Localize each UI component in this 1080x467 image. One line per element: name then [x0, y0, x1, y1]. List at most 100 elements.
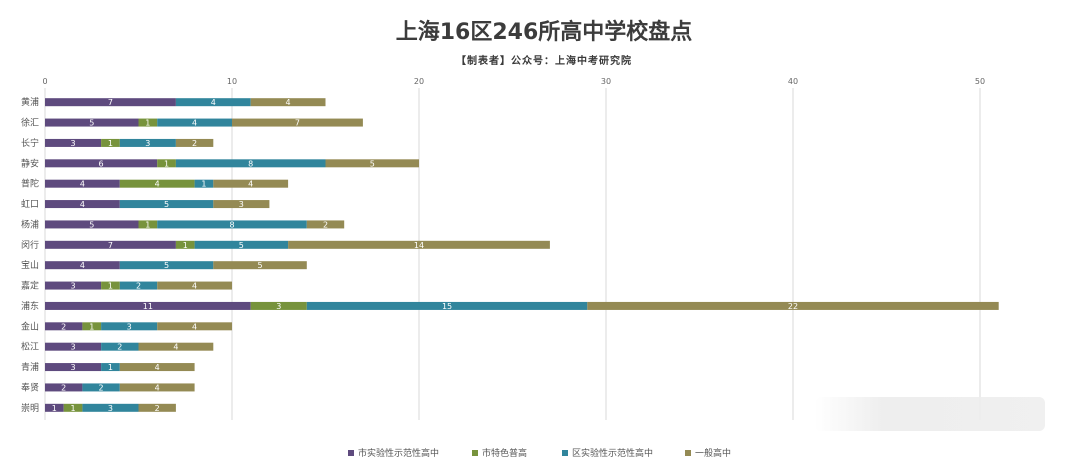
bar-segment: [157, 159, 176, 168]
bar-segment: [45, 200, 120, 209]
data-label: 2: [323, 220, 328, 229]
bar-segment: [119, 179, 195, 188]
bar-segment: [213, 179, 289, 188]
data-label: 4: [155, 383, 160, 392]
data-label: 3: [71, 363, 76, 372]
data-label: 4: [80, 180, 85, 189]
bar-segment: [175, 98, 251, 107]
bar-segment: [288, 240, 550, 249]
bar-segment: [45, 261, 120, 270]
data-label: 4: [173, 343, 178, 352]
bar-segment: [138, 403, 176, 412]
chart-subtitle: 【制表者】公众号：上海中考研究院: [456, 56, 632, 67]
y-category-label: 宝山: [21, 259, 39, 271]
legend-swatch: [472, 449, 478, 456]
bar-segment: [82, 383, 120, 392]
data-labels: 7 4 45 1 4 73 1 3 26 1 8 54 4 1 44 5 35 1 8 27 1 5 144 5 53 1 2 411…: [52, 98, 798, 413]
y-category-label: 黄浦: [21, 96, 39, 108]
y-category-label: 普陀: [21, 178, 39, 190]
bar-segment: [325, 159, 419, 168]
data-label: 2: [61, 322, 66, 331]
data-label: 2: [136, 282, 141, 291]
data-label: 1: [201, 180, 206, 189]
data-label: 5: [89, 119, 94, 128]
bar-segment: [250, 301, 307, 310]
bar-segment: [82, 403, 139, 412]
y-category-label: 浦东: [21, 300, 39, 312]
bar-segment: [194, 179, 214, 188]
legend-label: 市特色普高: [482, 449, 528, 459]
bar-segment: [45, 383, 83, 392]
bar-segment: [250, 98, 326, 107]
data-label: 1: [164, 159, 169, 168]
y-category-label: 崇明: [21, 403, 39, 414]
data-label: 5: [164, 200, 169, 209]
data-label: 1: [183, 241, 188, 250]
bar-segment: [213, 200, 270, 209]
x-tick-label: 20: [414, 77, 424, 86]
bar-segment: [157, 322, 232, 331]
bar-segment: [157, 220, 307, 229]
bar-segment: [45, 322, 83, 331]
data-label: 1: [145, 220, 150, 229]
bar-segment: [101, 281, 120, 290]
bar-segment: [306, 220, 345, 229]
y-category-label: 杨浦: [21, 218, 39, 230]
y-category-label: 松江: [21, 341, 39, 353]
data-label: 3: [71, 343, 76, 352]
data-label: 5: [89, 220, 94, 229]
data-label: 5: [239, 241, 244, 250]
bar-segment: [45, 118, 139, 127]
bar-segment: [45, 301, 251, 310]
data-label: 4: [192, 322, 197, 331]
x-axis-ticks: 0 10 20 30 40 50: [42, 77, 985, 86]
legend-swatch: [348, 449, 354, 456]
data-label: 1: [108, 363, 113, 372]
data-label: 4: [80, 200, 85, 209]
x-tick-label: 0: [42, 77, 47, 86]
x-tick-label: 40: [788, 77, 798, 86]
y-category-label: 长宁: [21, 137, 39, 149]
bar-segment: [175, 138, 214, 147]
bar-segment: [175, 240, 195, 249]
data-label: 3: [71, 139, 76, 148]
data-label: 5: [258, 261, 263, 270]
data-label: 4: [80, 261, 85, 270]
x-tick-label: 30: [601, 77, 611, 86]
bar-segment: [119, 383, 195, 392]
data-label: 1: [52, 404, 57, 413]
bar-segment: [45, 220, 139, 229]
bar-segment: [138, 220, 158, 229]
data-label: 1: [108, 139, 113, 148]
bar-segment: [45, 138, 102, 147]
bar-segment: [119, 200, 214, 209]
bar-segment: [119, 363, 195, 372]
y-category-label: 静安: [21, 157, 39, 169]
bar-segment: [119, 138, 176, 147]
legend-swatch: [562, 449, 568, 456]
bar-segment: [306, 301, 588, 310]
legend-item: 市特色普高: [472, 446, 527, 459]
bar-segment: [213, 261, 307, 270]
y-category-label: 虹口: [21, 199, 39, 210]
legend-label: 一般高中: [695, 449, 732, 459]
legend: 市实验性示范性高中 市特色普高 区实验性示范性高中 一般高中: [0, 446, 1080, 460]
data-label: 2: [117, 343, 122, 352]
bar-segment: [63, 403, 83, 412]
watermark-blur: [815, 397, 1045, 431]
data-label: 3: [108, 404, 113, 413]
data-label: 7: [108, 98, 113, 107]
data-label: 3: [239, 200, 244, 209]
data-label: 5: [370, 159, 375, 168]
y-category-label: 闵行: [21, 239, 39, 251]
bar-segment: [45, 342, 102, 351]
data-label: 8: [229, 220, 234, 229]
data-label: 7: [295, 119, 300, 128]
bar-segment: [119, 281, 158, 290]
bar-segment: [119, 261, 214, 270]
data-label: 4: [155, 363, 160, 372]
stacked-bar-chart: 0 10 20 30 40 50 黄浦徐汇长宁静安普陀虹口杨浦闵行宝山嘉定浦东金山松江青浦…: [21, 77, 999, 420]
data-label: 2: [99, 383, 104, 392]
data-label: 4: [192, 282, 197, 291]
